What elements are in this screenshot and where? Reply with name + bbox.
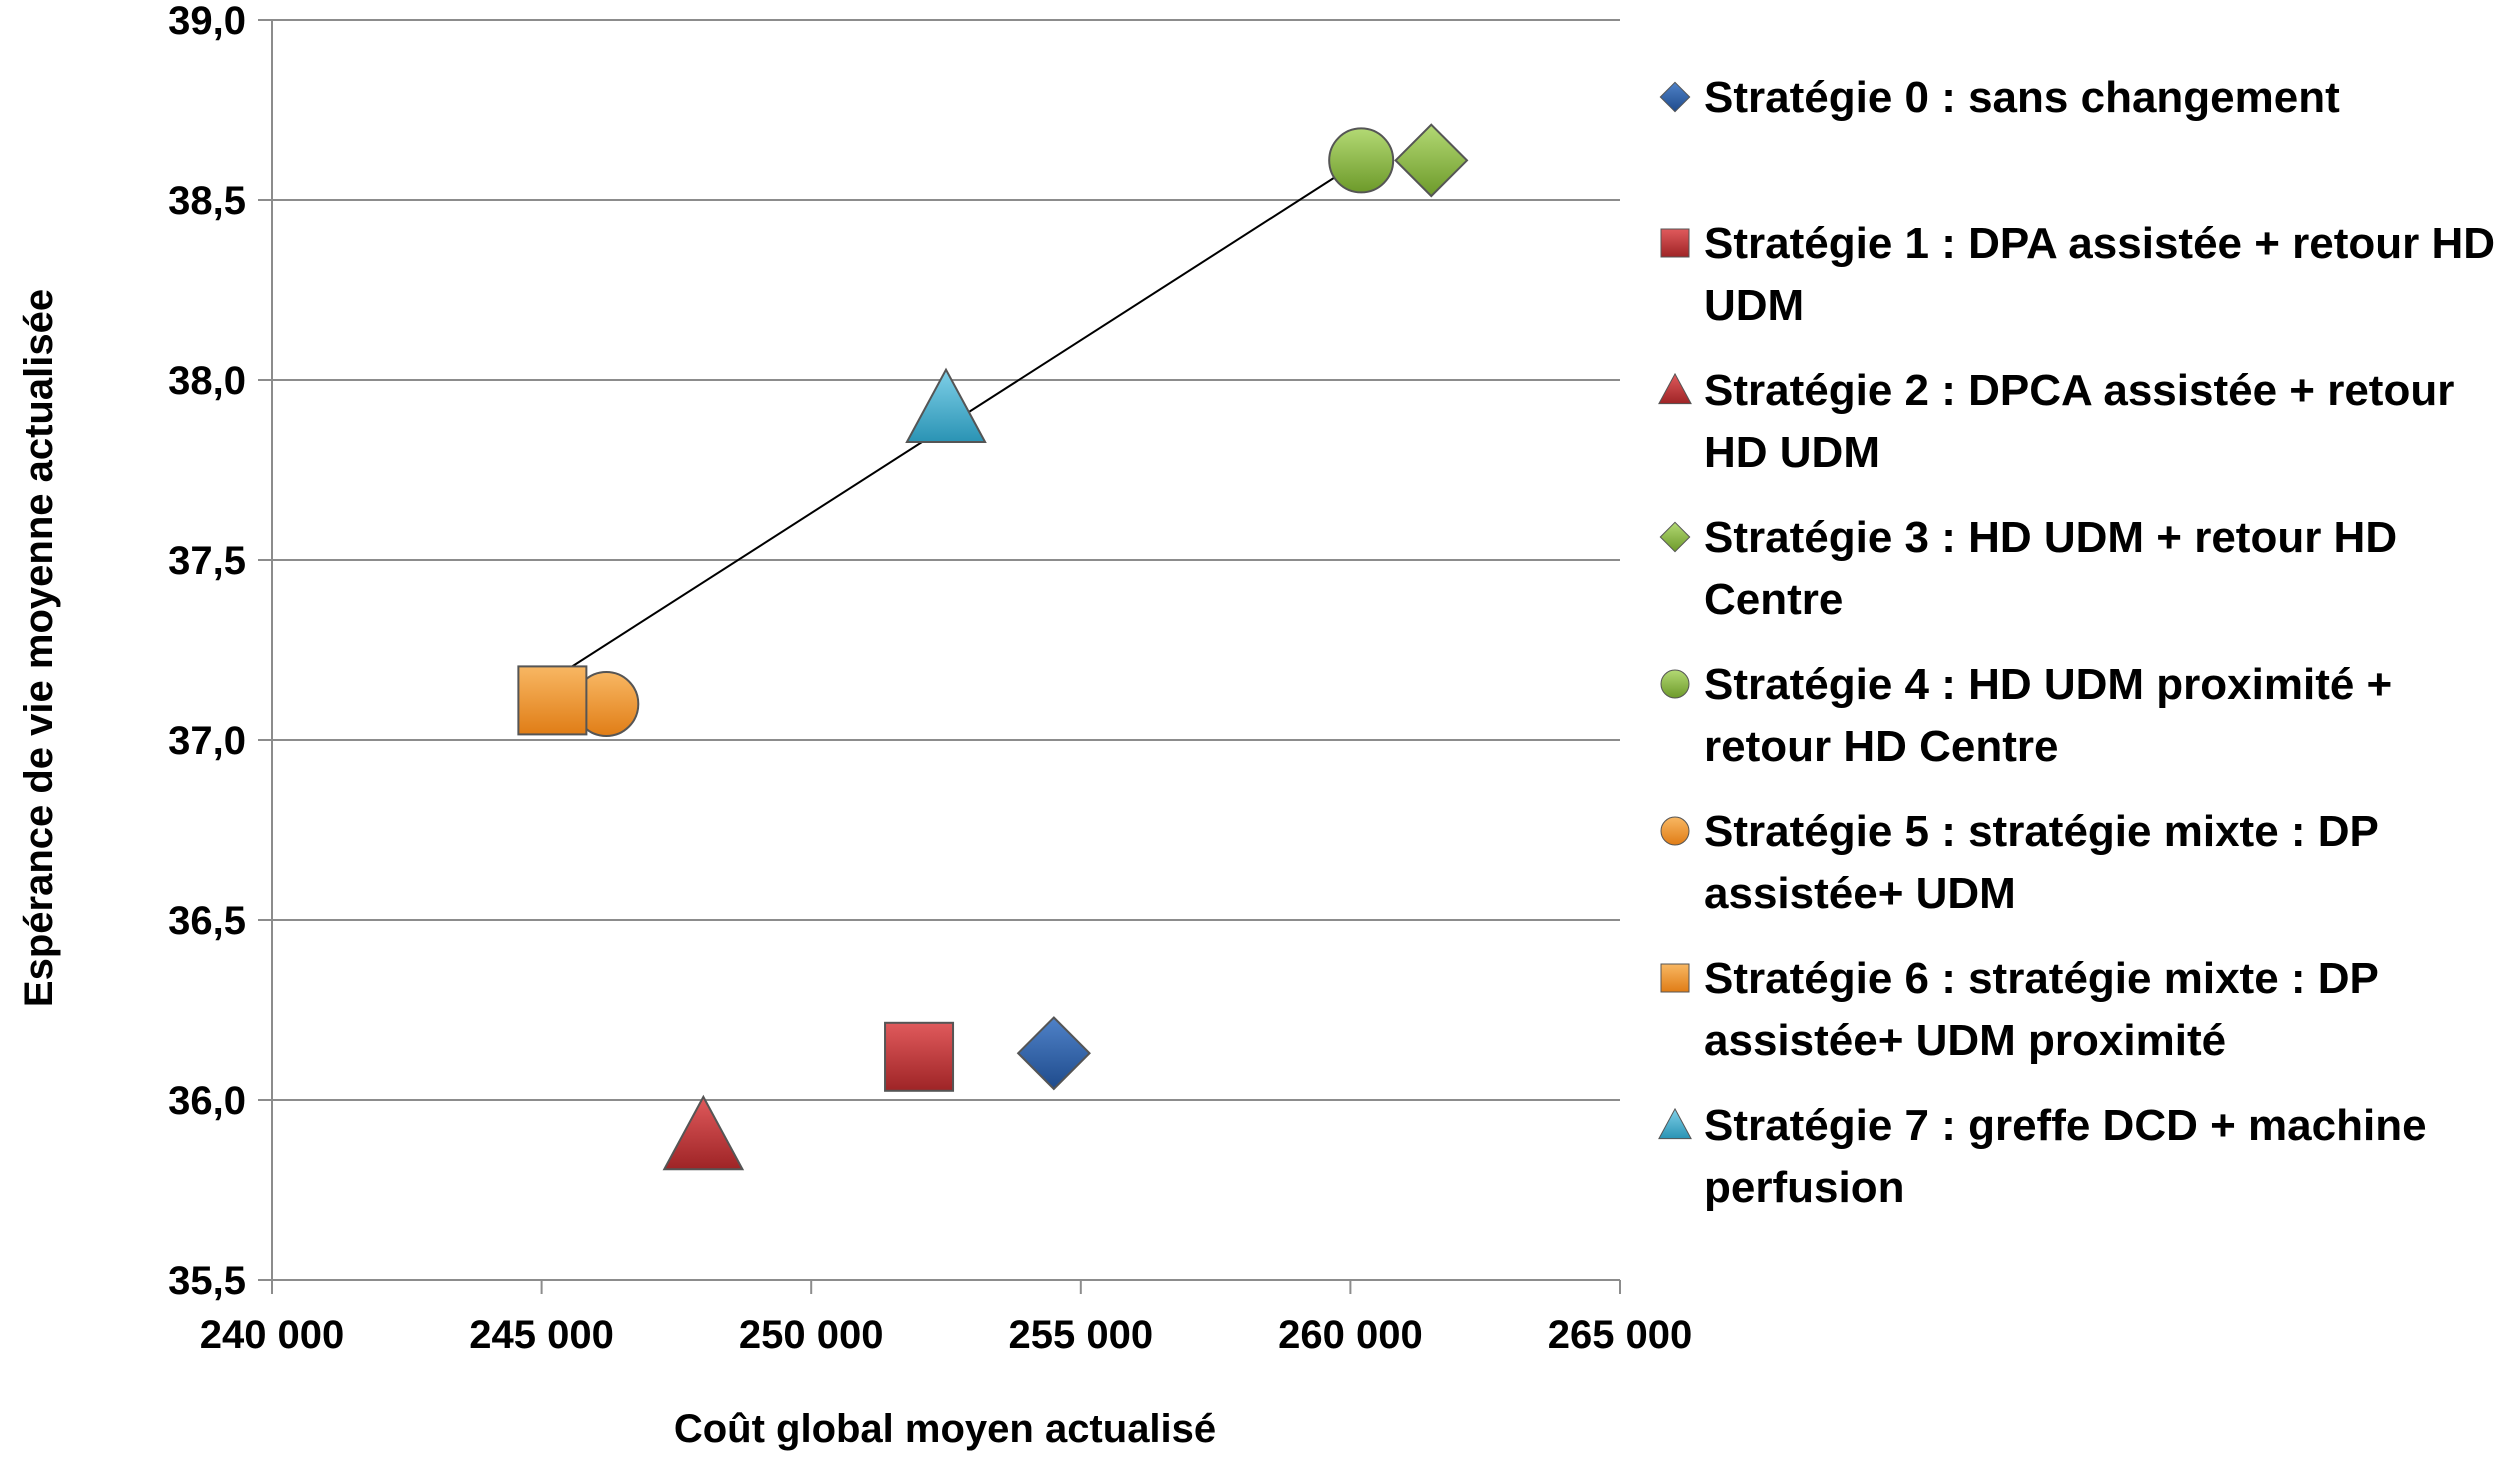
data-point-strategie-0: [1016, 1016, 1091, 1091]
legend-item-strategie-3: Stratégie 3 : HD UDM + retour HD Centre: [1659, 513, 2397, 624]
data-point-strategie-3: [1394, 123, 1469, 198]
tick-labels: 35,5 36,0 36,5 37,0 37,5 38,0 38,5 39,0 240 000 2…: [168, 0, 1692, 1357]
legend-marker-square: [1660, 228, 1690, 258]
legend-marker-triangle: [1658, 1107, 1692, 1140]
legend-label: Stratégie 7 : greffe DCD + machine: [1704, 1101, 2427, 1150]
legend-label: Stratégie 0 : sans changement: [1704, 73, 2340, 122]
legend-marker-diamond: [1659, 521, 1691, 553]
data-point-strategie-6: [517, 665, 588, 736]
data-points: [517, 123, 1469, 1171]
legend-marker-diamond: [1659, 81, 1691, 113]
data-point-strategie-7: [905, 367, 987, 444]
legend-marker-square: [1660, 963, 1690, 993]
x-tick-label: 260 000: [1278, 1313, 1423, 1357]
legend-item-strategie-1: Stratégie 1 : DPA assistée + retour HD UD…: [1660, 219, 2495, 330]
legend-label: Centre: [1704, 575, 1843, 624]
y-axis-title: Espérance de vie moyenne actualisée: [17, 289, 61, 1007]
legend-label: UDM: [1704, 281, 1804, 330]
legend-marker-circle: [1660, 816, 1690, 846]
data-point-strategie-2: [662, 1094, 745, 1171]
data-point-strategie-4: [1328, 127, 1395, 194]
y-tick-label: 38,5: [168, 179, 246, 223]
y-tick-label: 37,0: [168, 719, 246, 763]
legend: Stratégie 0 : sans changement Stratégie 1…: [1658, 73, 2495, 1212]
x-tick-label: 250 000: [739, 1313, 884, 1357]
legend-label: Stratégie 5 : stratégie mixte : DP: [1704, 807, 2379, 856]
legend-item-strategie-4: Stratégie 4 : HD UDM proximité + retour H…: [1660, 660, 2392, 771]
legend-marker-triangle: [1658, 372, 1692, 405]
legend-item-strategie-2: Stratégie 2 : DPCA assistée + retour HD U…: [1658, 366, 2454, 477]
x-tick-label: 240 000: [200, 1313, 345, 1357]
y-tick-label: 37,5: [168, 539, 246, 583]
legend-label: perfusion: [1704, 1163, 1904, 1212]
legend-item-strategie-6: Stratégie 6 : stratégie mixte : DP assist…: [1660, 954, 2379, 1065]
legend-label: HD UDM: [1704, 428, 1880, 477]
axes: [258, 19, 1621, 1294]
legend-marker-circle: [1660, 669, 1690, 699]
data-point-strategie-1: [884, 1021, 955, 1092]
legend-label: Stratégie 1 : DPA assistée + retour HD: [1704, 219, 2495, 268]
y-tick-label: 36,0: [168, 1079, 246, 1123]
legend-item-strategie-5: Stratégie 5 : stratégie mixte : DP assist…: [1660, 807, 2379, 918]
y-tick-label: 39,0: [168, 0, 246, 43]
x-tick-label: 255 000: [1009, 1313, 1154, 1357]
legend-item-strategie-7: Stratégie 7 : greffe DCD + machine perfus…: [1658, 1101, 2427, 1212]
legend-label: Stratégie 4 : HD UDM proximité +: [1704, 660, 2392, 709]
legend-label: Stratégie 6 : stratégie mixte : DP: [1704, 954, 2379, 1003]
legend-label: Stratégie 3 : HD UDM + retour HD: [1704, 513, 2397, 562]
y-tick-label: 35,5: [168, 1259, 246, 1303]
legend-item-strategie-0: Stratégie 0 : sans changement: [1659, 73, 2340, 122]
x-tick-label: 245 000: [469, 1313, 614, 1357]
legend-label: Stratégie 2 : DPCA assistée + retour: [1704, 366, 2454, 415]
y-tick-label: 36,5: [168, 899, 246, 943]
legend-label: assistée+ UDM: [1704, 869, 2016, 918]
legend-label: assistée+ UDM proximité: [1704, 1016, 2226, 1065]
x-tick-label: 265 000: [1548, 1313, 1693, 1357]
legend-label: retour HD Centre: [1704, 722, 2059, 771]
y-tick-label: 38,0: [168, 359, 246, 403]
x-axis-title: Coût global moyen actualisé: [674, 1407, 1216, 1451]
